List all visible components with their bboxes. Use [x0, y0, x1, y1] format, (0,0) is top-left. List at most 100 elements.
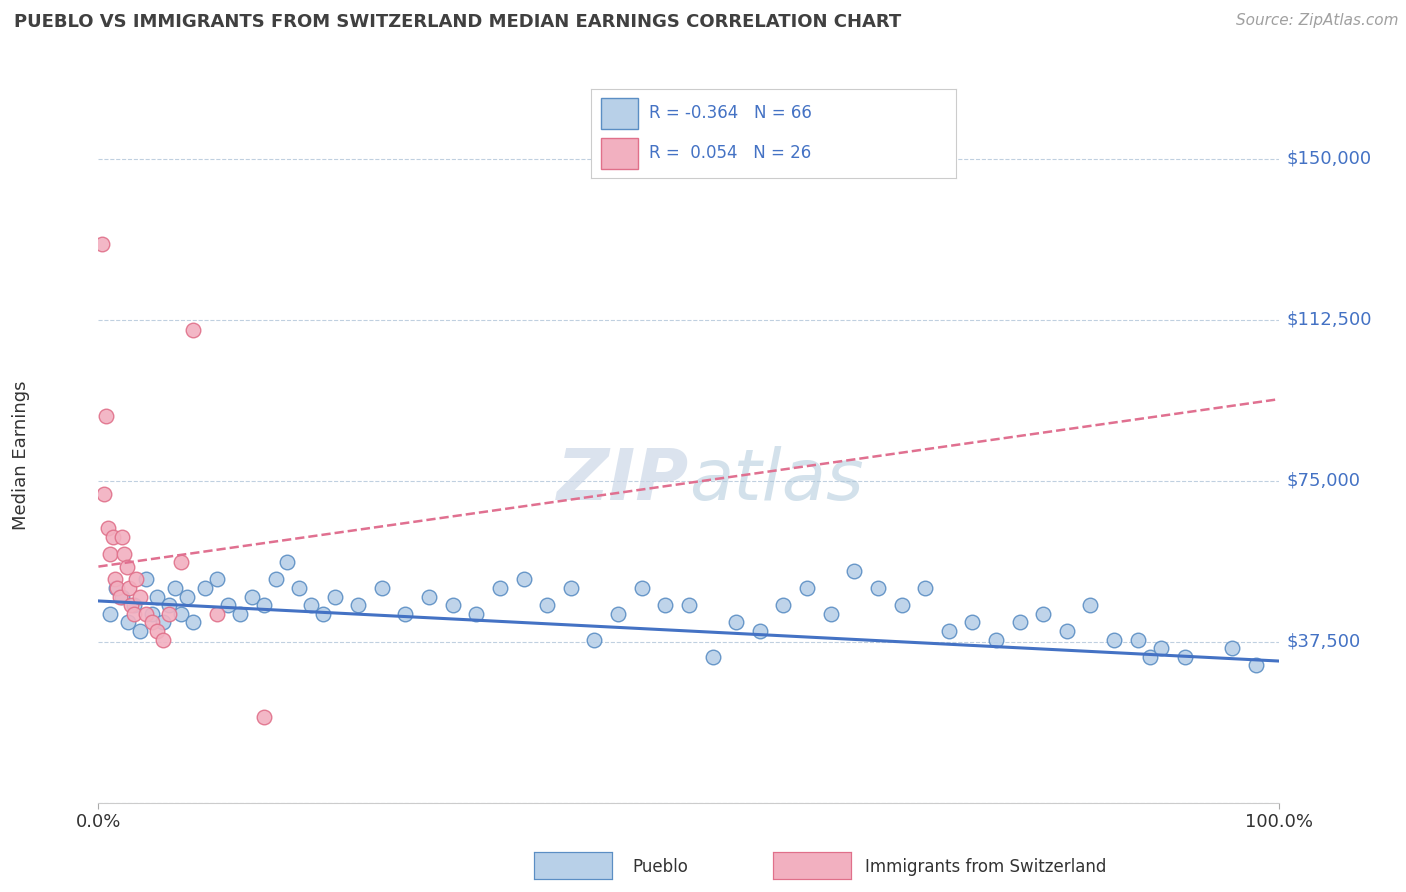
Point — [702, 649, 724, 664]
Point — [371, 581, 394, 595]
Point — [264, 573, 287, 587]
Point — [938, 624, 960, 638]
Point — [1102, 632, 1125, 647]
Point — [181, 615, 204, 630]
Text: Source: ZipAtlas.com: Source: ZipAtlas.com — [1236, 13, 1399, 29]
Point — [104, 573, 127, 587]
Point — [1220, 641, 1243, 656]
Point — [101, 529, 124, 543]
Point — [418, 590, 440, 604]
FancyBboxPatch shape — [602, 98, 638, 129]
Point — [844, 564, 866, 578]
Point — [678, 599, 700, 613]
Point — [91, 237, 114, 252]
Point — [111, 590, 134, 604]
Point — [253, 710, 276, 724]
Point — [323, 590, 346, 604]
Point — [1080, 599, 1102, 613]
Point — [962, 615, 984, 630]
Point — [914, 581, 936, 595]
Point — [1056, 624, 1078, 638]
Point — [890, 599, 912, 613]
Point — [146, 624, 169, 638]
Point — [105, 581, 128, 595]
Text: $112,500: $112,500 — [1286, 310, 1372, 328]
Point — [536, 599, 558, 613]
Point — [181, 323, 204, 337]
Point — [141, 607, 163, 621]
Point — [1244, 658, 1267, 673]
Point — [141, 615, 163, 630]
Point — [347, 599, 370, 613]
Point — [112, 547, 135, 561]
Point — [94, 409, 117, 424]
Point — [157, 607, 180, 621]
FancyBboxPatch shape — [602, 138, 638, 169]
Point — [118, 581, 141, 595]
Point — [135, 573, 157, 587]
Point — [299, 599, 322, 613]
Point — [796, 581, 818, 595]
Text: Immigrants from Switzerland: Immigrants from Switzerland — [865, 858, 1107, 876]
Text: R =  0.054   N = 26: R = 0.054 N = 26 — [650, 145, 811, 162]
Point — [125, 573, 148, 587]
Point — [560, 581, 582, 595]
Point — [205, 607, 228, 621]
Text: R = -0.364   N = 66: R = -0.364 N = 66 — [650, 104, 811, 122]
Point — [115, 559, 138, 574]
Text: atlas: atlas — [689, 446, 863, 516]
Point — [98, 607, 121, 621]
Point — [276, 555, 298, 569]
Point — [170, 555, 193, 569]
Point — [229, 607, 252, 621]
Point — [176, 590, 198, 604]
Point — [97, 521, 120, 535]
Point — [128, 624, 150, 638]
Point — [98, 547, 121, 561]
Text: ZIP: ZIP — [557, 446, 689, 516]
Point — [146, 590, 169, 604]
Point — [1008, 615, 1031, 630]
Point — [465, 607, 488, 621]
Point — [117, 615, 139, 630]
Point — [240, 590, 263, 604]
Point — [1174, 649, 1197, 664]
Point — [122, 607, 145, 621]
Point — [394, 607, 416, 621]
Point — [866, 581, 889, 595]
Text: Pueblo: Pueblo — [633, 858, 689, 876]
Point — [630, 581, 652, 595]
Point — [121, 599, 143, 613]
Point — [165, 581, 187, 595]
Point — [170, 607, 193, 621]
Point — [157, 599, 180, 613]
Point — [135, 607, 157, 621]
Point — [654, 599, 676, 613]
Point — [748, 624, 770, 638]
Point — [607, 607, 630, 621]
Point — [725, 615, 748, 630]
Point — [1032, 607, 1054, 621]
Point — [312, 607, 335, 621]
Point — [1126, 632, 1149, 647]
Point — [194, 581, 217, 595]
Text: PUEBLO VS IMMIGRANTS FROM SWITZERLAND MEDIAN EARNINGS CORRELATION CHART: PUEBLO VS IMMIGRANTS FROM SWITZERLAND ME… — [14, 13, 901, 31]
Point — [205, 573, 228, 587]
Point — [108, 590, 131, 604]
Point — [93, 486, 115, 500]
Point — [105, 581, 128, 595]
Point — [1150, 641, 1173, 656]
Point — [984, 632, 1007, 647]
Point — [217, 599, 239, 613]
Point — [152, 632, 174, 647]
Point — [512, 573, 534, 587]
Point — [1139, 649, 1161, 664]
Point — [111, 529, 134, 543]
Point — [772, 599, 794, 613]
Point — [253, 599, 276, 613]
Text: $150,000: $150,000 — [1286, 150, 1372, 168]
Point — [122, 599, 145, 613]
Point — [820, 607, 842, 621]
Point — [152, 615, 174, 630]
Point — [489, 581, 512, 595]
